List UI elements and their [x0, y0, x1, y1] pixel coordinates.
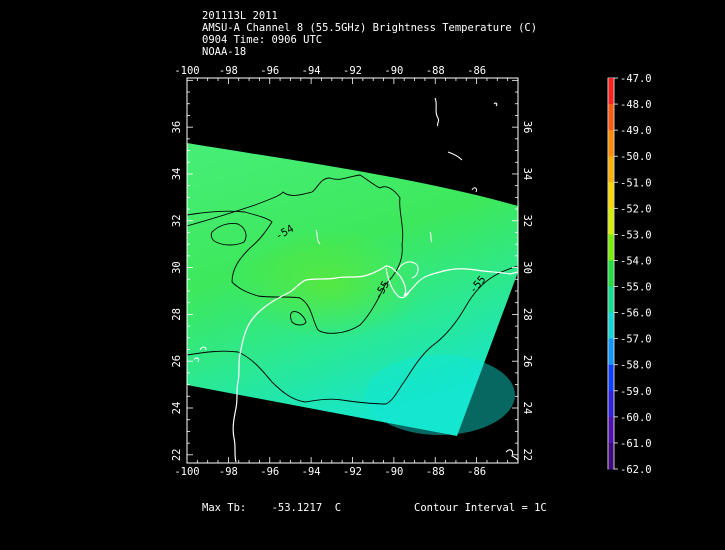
lon-tick-label: -94 [302, 466, 321, 478]
lat-tick-label: 26 [521, 355, 533, 368]
axis-ticks [186, 78, 519, 463]
lon-tick-label: -94 [302, 65, 321, 77]
coastline [447, 151, 463, 161]
lat-tick-label: 28 [521, 308, 533, 321]
lon-tick-label: -98 [219, 466, 238, 478]
lat-tick-label: 36 [521, 121, 533, 134]
max-tb-readout: Max Tb: -53.1217 C [202, 502, 341, 514]
max-tb-value: -53.1217 [271, 502, 323, 514]
lon-tick-label: -92 [343, 65, 362, 77]
lon-tick-label: -100 [174, 466, 199, 478]
lon-tick-label: -90 [384, 466, 403, 478]
warm-region [235, 230, 425, 340]
contour-line [290, 311, 307, 326]
lon-tick-label: -92 [343, 466, 362, 478]
coastline [232, 265, 518, 463]
coastline [315, 187, 477, 245]
lat-tick-label: 32 [521, 214, 533, 227]
plot-header: 201113L 2011 AMSU-A Channel 8 (55.5GHz) … [202, 10, 537, 58]
contour-line [210, 223, 247, 246]
header-line-product: AMSU-A Channel 8 (55.5GHz) Brightness Te… [202, 22, 538, 34]
lon-tick-label: -98 [219, 65, 238, 77]
lat-tick-label: 34 [171, 168, 183, 181]
coastline [493, 102, 518, 463]
lat-tick-label: 22 [171, 448, 183, 461]
coastline [397, 261, 419, 279]
lon-tick-label: -88 [426, 65, 445, 77]
header-line-date: 201113L 2011 [202, 10, 278, 22]
lon-tick-label: -86 [467, 466, 486, 478]
lon-tick-label: -96 [260, 466, 279, 478]
lat-tick-label: 34 [521, 168, 533, 181]
header-line-time: 0904 Time: 0906 UTC [202, 34, 323, 46]
header-line-satellite: NOAA-18 [202, 46, 247, 58]
lat-tick-label: 30 [171, 261, 183, 274]
contour-interval: Contour Interval = 1C [414, 502, 547, 514]
contour-line [187, 265, 518, 405]
coastline [385, 267, 411, 299]
coastline [434, 97, 440, 127]
lon-tick-label: -88 [426, 466, 445, 478]
coastline [193, 346, 207, 363]
lat-tick-label: 28 [171, 308, 183, 321]
lon-tick-label: -86 [467, 65, 486, 77]
axis-tick-labels: -100 -100 -98 -98 -96 -96 -94 -94 -92 -92 -90 -90 -8… [171, 65, 533, 478]
lat-tick-label: 36 [171, 121, 183, 134]
max-tb-label: Max Tb: [202, 502, 247, 514]
cool-region [365, 355, 515, 435]
lat-tick-label: 24 [521, 402, 533, 415]
lat-tick-label: 22 [521, 448, 533, 461]
lon-tick-label: -96 [260, 65, 279, 77]
max-tb-unit: C [334, 502, 342, 514]
lat-tick-label: 26 [171, 355, 183, 368]
lat-tick-label: 32 [171, 214, 183, 227]
lon-tick-label: -100 [174, 65, 199, 77]
contour-line [187, 174, 404, 334]
lat-tick-label: 30 [521, 261, 533, 274]
lon-tick-label: -90 [384, 65, 403, 77]
lat-tick-label: 24 [171, 402, 183, 415]
